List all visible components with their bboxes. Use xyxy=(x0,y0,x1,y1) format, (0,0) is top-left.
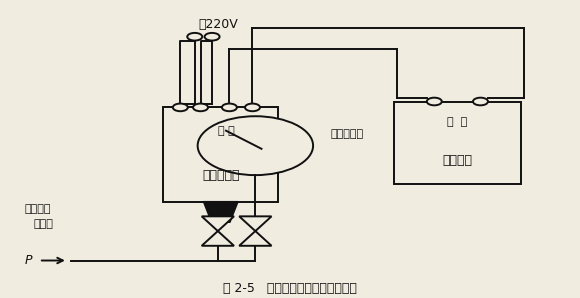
Circle shape xyxy=(222,104,237,111)
Polygon shape xyxy=(202,231,234,246)
Text: 图 2-5   霍尔压力变送器校验原理图: 图 2-5 霍尔压力变送器校验原理图 xyxy=(223,282,357,295)
Text: 校验仪: 校验仪 xyxy=(33,219,53,229)
Text: 二次仪表: 二次仪表 xyxy=(443,154,472,167)
Circle shape xyxy=(473,98,488,105)
Text: 霍尔变送器: 霍尔变送器 xyxy=(202,169,240,181)
Text: P: P xyxy=(24,254,32,267)
Polygon shape xyxy=(239,231,271,246)
Circle shape xyxy=(198,116,313,175)
Bar xyxy=(394,102,521,184)
Text: － ＋: － ＋ xyxy=(218,126,235,136)
Circle shape xyxy=(245,104,260,111)
Circle shape xyxy=(205,33,220,41)
Circle shape xyxy=(193,104,208,111)
Circle shape xyxy=(427,98,442,105)
Polygon shape xyxy=(204,202,238,222)
Text: ～220V: ～220V xyxy=(198,18,238,32)
Polygon shape xyxy=(239,216,271,231)
Bar xyxy=(163,107,278,202)
Circle shape xyxy=(187,33,202,41)
Circle shape xyxy=(173,104,188,111)
Text: ＋  －: ＋ － xyxy=(447,117,467,127)
Text: 来自压力: 来自压力 xyxy=(24,204,51,214)
Polygon shape xyxy=(202,216,234,231)
Text: 标准压力表: 标准压力表 xyxy=(331,129,364,139)
